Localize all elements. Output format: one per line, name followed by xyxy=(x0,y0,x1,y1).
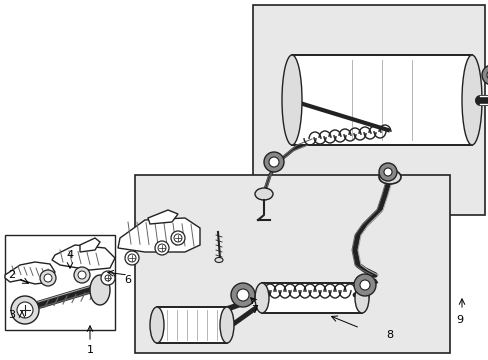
Polygon shape xyxy=(118,218,200,252)
Ellipse shape xyxy=(282,55,302,145)
Text: 4: 4 xyxy=(66,250,73,260)
Bar xyxy=(252,5,484,215)
Ellipse shape xyxy=(150,307,163,343)
Text: 7: 7 xyxy=(251,305,258,315)
Ellipse shape xyxy=(254,283,268,313)
Circle shape xyxy=(44,274,52,282)
Circle shape xyxy=(383,168,391,176)
Circle shape xyxy=(359,280,369,290)
Ellipse shape xyxy=(378,170,400,184)
Circle shape xyxy=(378,163,396,181)
Text: 3: 3 xyxy=(8,310,16,320)
Bar xyxy=(135,175,449,353)
Bar xyxy=(5,235,115,330)
Circle shape xyxy=(353,274,375,296)
Circle shape xyxy=(40,270,56,286)
Ellipse shape xyxy=(254,188,272,200)
Circle shape xyxy=(268,157,279,167)
Circle shape xyxy=(481,65,488,85)
Circle shape xyxy=(230,283,254,307)
Ellipse shape xyxy=(215,257,223,262)
Circle shape xyxy=(155,241,169,255)
Circle shape xyxy=(128,254,136,262)
Circle shape xyxy=(174,234,182,242)
Text: 2: 2 xyxy=(8,270,16,280)
Text: 9: 9 xyxy=(455,315,463,325)
Polygon shape xyxy=(80,238,100,252)
Circle shape xyxy=(17,302,33,318)
Polygon shape xyxy=(148,210,178,224)
Text: 6: 6 xyxy=(124,275,131,285)
Circle shape xyxy=(105,275,111,281)
Circle shape xyxy=(158,244,165,252)
Circle shape xyxy=(486,70,488,80)
Circle shape xyxy=(264,152,284,172)
Circle shape xyxy=(171,231,184,245)
Circle shape xyxy=(78,271,86,279)
Polygon shape xyxy=(52,245,115,270)
Circle shape xyxy=(237,289,248,301)
Bar xyxy=(291,55,471,145)
Ellipse shape xyxy=(461,55,481,145)
Ellipse shape xyxy=(90,275,110,305)
Circle shape xyxy=(74,267,90,283)
Circle shape xyxy=(101,271,115,285)
Bar xyxy=(157,307,226,343)
Circle shape xyxy=(11,296,39,324)
Bar xyxy=(262,283,361,313)
Ellipse shape xyxy=(220,307,234,343)
Polygon shape xyxy=(5,262,55,284)
Ellipse shape xyxy=(354,283,368,313)
Circle shape xyxy=(125,251,139,265)
Text: 1: 1 xyxy=(86,345,93,355)
Text: 8: 8 xyxy=(386,330,393,340)
